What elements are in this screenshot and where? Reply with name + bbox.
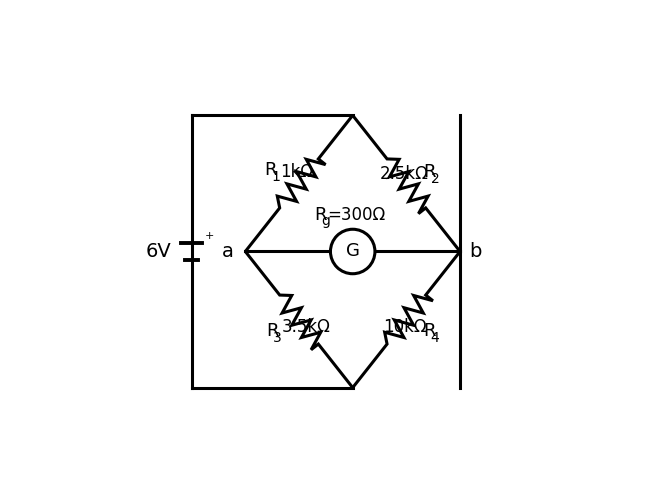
Text: R: R <box>265 161 277 179</box>
Text: 3: 3 <box>273 331 282 345</box>
Text: =300Ω: =300Ω <box>327 206 385 224</box>
Text: R: R <box>424 163 436 181</box>
Text: 1kΩ: 1kΩ <box>280 163 313 181</box>
Text: 3.5kΩ: 3.5kΩ <box>282 318 330 336</box>
Text: 1: 1 <box>271 170 280 184</box>
Text: 2.5kΩ: 2.5kΩ <box>379 165 428 183</box>
Text: 2: 2 <box>430 172 440 186</box>
Text: 4: 4 <box>430 331 440 345</box>
Text: g: g <box>321 214 330 228</box>
Text: a: a <box>222 242 234 261</box>
Text: 10kΩ: 10kΩ <box>383 318 427 336</box>
Text: R: R <box>424 322 436 340</box>
Text: 6V: 6V <box>146 242 171 261</box>
Text: G: G <box>346 243 359 260</box>
Text: +: + <box>205 231 214 241</box>
Circle shape <box>330 229 375 274</box>
Text: R: R <box>266 322 279 340</box>
Text: R: R <box>314 206 327 224</box>
Text: b: b <box>469 242 482 261</box>
